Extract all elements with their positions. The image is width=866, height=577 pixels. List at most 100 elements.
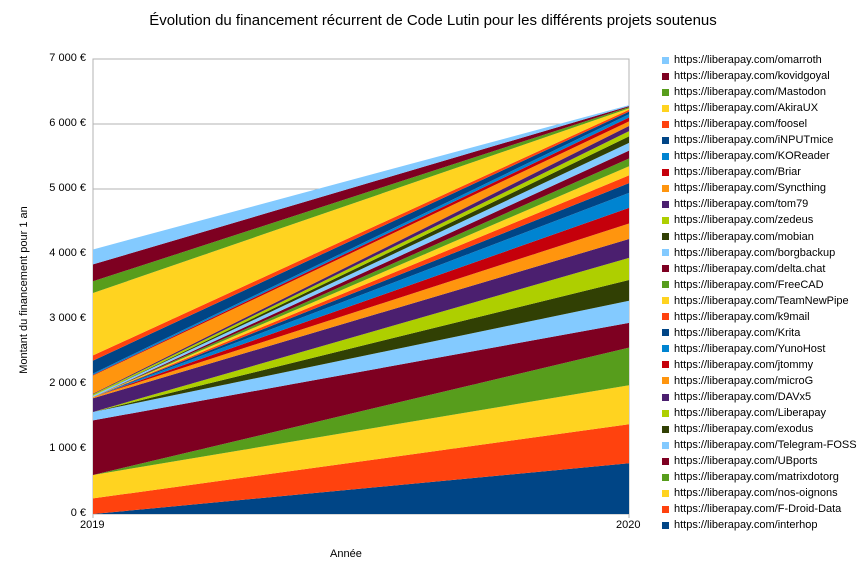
legend-swatch	[662, 216, 669, 224]
legend-label: https://liberapay.com/FreeCAD	[674, 278, 824, 291]
y-tick-label: 2 000 €	[49, 377, 86, 389]
legend-label: https://liberapay.com/AkiraUX	[674, 102, 819, 115]
x-tick-label: 2020	[616, 519, 641, 531]
legend-swatch	[662, 233, 669, 241]
legend-item: https://liberapay.com/zedeus	[662, 212, 857, 228]
legend-swatch	[662, 409, 669, 417]
legend-swatch	[662, 297, 669, 305]
legend-label: https://liberapay.com/k9mail	[674, 310, 810, 323]
legend-item: https://liberapay.com/borgbackup	[662, 245, 857, 261]
axes	[92, 514, 630, 518]
x-axis-label: Année	[330, 548, 362, 560]
legend-item: https://liberapay.com/DAVx5	[662, 389, 857, 405]
area-series-3	[93, 385, 629, 499]
area-series-21	[93, 125, 629, 395]
legend-item: https://liberapay.com/Briar	[662, 164, 857, 180]
legend-swatch	[662, 200, 669, 208]
legend-swatch	[662, 104, 669, 112]
area-series-6	[93, 300, 629, 421]
legend-swatch	[662, 56, 669, 64]
legend-swatch	[662, 88, 669, 96]
legend-swatch	[662, 281, 669, 289]
y-tick-label: 3 000 €	[49, 312, 86, 324]
legend-swatch	[662, 345, 669, 353]
y-axis-label: Montant du financement pour 1 an	[18, 206, 30, 374]
legend-swatch	[662, 473, 669, 481]
area-series-26	[93, 109, 629, 361]
area-series-5	[93, 322, 629, 475]
legend-label: https://liberapay.com/matrixdotorg	[674, 471, 839, 484]
legend-label: https://liberapay.com/interhop	[674, 519, 818, 532]
legend-swatch	[662, 505, 669, 513]
area-series-30	[93, 105, 629, 265]
legend-label: https://liberapay.com/omarroth	[674, 54, 822, 67]
legend-label: https://liberapay.com/Syncthing	[674, 182, 827, 195]
legend-label: https://liberapay.com/tom79	[674, 198, 809, 211]
legend-item: https://liberapay.com/UBports	[662, 453, 857, 469]
legend-item: https://liberapay.com/interhop	[662, 517, 857, 533]
legend-item: https://liberapay.com/F-Droid-Data	[662, 501, 857, 517]
legend-item: https://liberapay.com/tom79	[662, 196, 857, 212]
y-tick-label: 1 000 €	[49, 442, 86, 454]
legend-item: https://liberapay.com/KOReader	[662, 148, 857, 164]
area-series-29	[93, 106, 629, 282]
legend-label: https://liberapay.com/borgbackup	[674, 246, 836, 259]
legend-swatch	[662, 425, 669, 433]
legend-label: https://liberapay.com/jtommy	[674, 358, 814, 371]
area-series-27	[93, 108, 629, 356]
area-series-2	[93, 424, 629, 514]
legend-swatch	[662, 313, 669, 321]
legend-swatch	[662, 393, 669, 401]
legend-swatch	[662, 361, 669, 369]
area-series-23	[93, 117, 629, 376]
legend: https://liberapay.com/omarroth https://li…	[662, 52, 857, 533]
y-tick-label: 4 000 €	[49, 247, 86, 259]
legend-label: https://liberapay.com/YunoHost	[674, 342, 826, 355]
legend-swatch	[662, 152, 669, 160]
legend-label: https://liberapay.com/Telegram-FOSS	[674, 439, 857, 452]
legend-swatch	[662, 249, 669, 257]
legend-label: https://liberapay.com/F-Droid-Data	[674, 503, 842, 516]
legend-item: https://liberapay.com/mobian	[662, 229, 857, 245]
y-tick-label: 5 000 €	[49, 182, 86, 194]
legend-swatch	[662, 72, 669, 80]
y-tick-label: 6 000 €	[49, 117, 86, 129]
legend-item: https://liberapay.com/FreeCAD	[662, 277, 857, 293]
legend-label: https://liberapay.com/Krita	[674, 326, 801, 339]
legend-swatch	[662, 265, 669, 273]
area-series-14	[93, 175, 629, 397]
chart-title: Évolution du financement récurrent de Co…	[149, 12, 717, 29]
area-series	[93, 105, 629, 514]
legend-swatch	[662, 441, 669, 449]
area-series-18	[93, 142, 629, 397]
legend-label: https://liberapay.com/exodus	[674, 423, 814, 436]
legend-swatch	[662, 489, 669, 497]
y-tick-label: 7 000 €	[49, 52, 86, 64]
legend-item: https://liberapay.com/Krita	[662, 325, 857, 341]
legend-item: https://liberapay.com/k9mail	[662, 309, 857, 325]
area-series-11	[93, 207, 629, 397]
legend-item: https://liberapay.com/exodus	[662, 421, 857, 437]
legend-label: https://liberapay.com/iNPUTmice	[674, 134, 834, 147]
legend-label: https://liberapay.com/microG	[674, 374, 814, 387]
legend-swatch	[662, 521, 669, 529]
legend-label: https://liberapay.com/KOReader	[674, 150, 830, 163]
area-series-4	[93, 347, 629, 475]
legend-item: https://liberapay.com/foosel	[662, 116, 857, 132]
legend-label: https://liberapay.com/Briar	[674, 166, 801, 179]
area-series-24	[93, 114, 629, 375]
legend-item: https://liberapay.com/iNPUTmice	[662, 132, 857, 148]
legend-label: https://liberapay.com/Liberapay	[674, 407, 827, 420]
area-series-28	[93, 107, 629, 293]
legend-item: https://liberapay.com/Liberapay	[662, 405, 857, 421]
legend-item: https://liberapay.com/YunoHost	[662, 341, 857, 357]
legend-swatch	[662, 377, 669, 385]
y-tick-label: 0 €	[70, 507, 86, 519]
legend-swatch	[662, 184, 669, 192]
legend-item: https://liberapay.com/Syncthing	[662, 180, 857, 196]
legend-label: https://liberapay.com/DAVx5	[674, 391, 812, 403]
legend-item: https://liberapay.com/jtommy	[662, 357, 857, 373]
legend-label: https://liberapay.com/nos-oignons	[674, 487, 838, 500]
legend-swatch	[662, 457, 669, 465]
